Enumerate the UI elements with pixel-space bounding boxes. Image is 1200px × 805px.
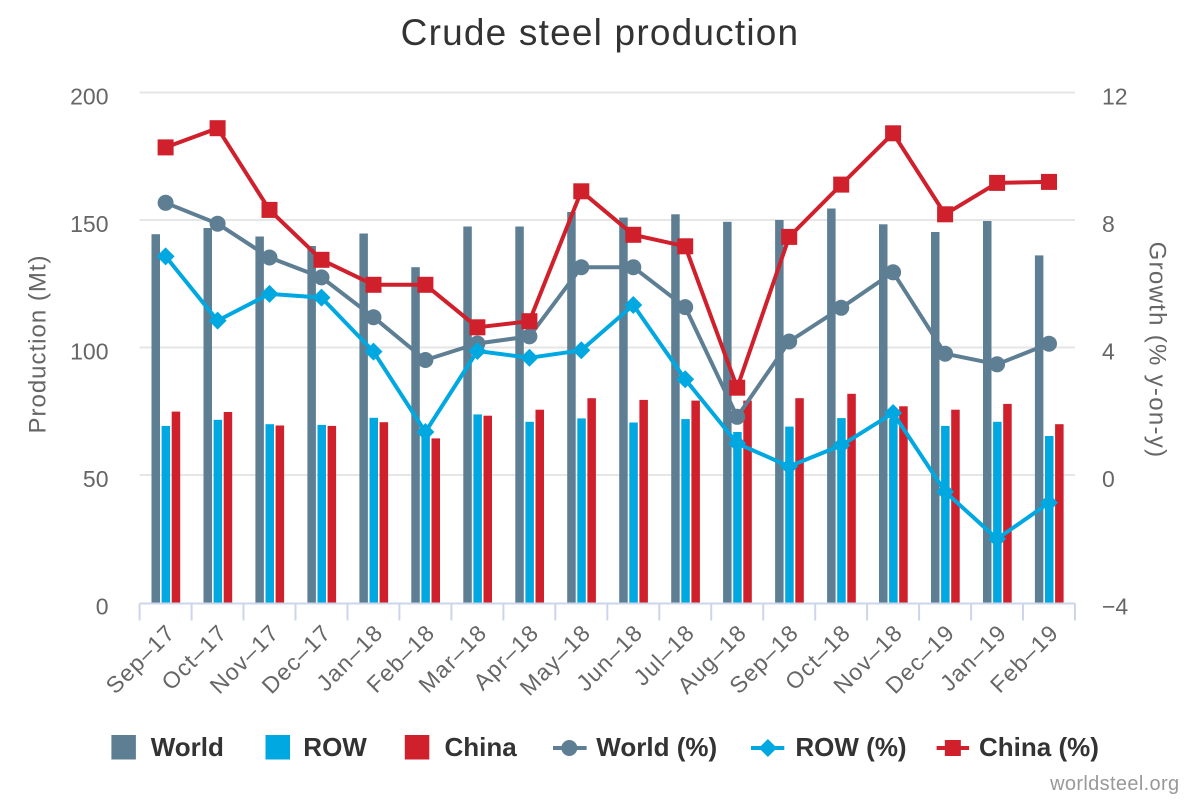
svg-text:200: 200 (70, 83, 108, 109)
svg-text:ROW (%): ROW (%) (795, 732, 906, 762)
svg-text:Crude steel production: Crude steel production (401, 12, 800, 53)
svg-text:150: 150 (70, 211, 108, 237)
svg-text:4: 4 (1102, 338, 1115, 364)
svg-text:Growth (% y-on-y): Growth (% y-on-y) (1144, 242, 1171, 459)
svg-text:World: World (151, 732, 224, 762)
svg-text:−4: −4 (1102, 593, 1128, 619)
svg-text:8: 8 (1102, 211, 1115, 237)
svg-text:50: 50 (83, 466, 109, 492)
svg-text:12: 12 (1102, 83, 1128, 109)
svg-text:China: China (445, 732, 518, 762)
svg-text:ROW: ROW (303, 732, 367, 762)
svg-text:0: 0 (1102, 466, 1115, 492)
svg-text:worldsteel.org: worldsteel.org (1049, 773, 1179, 795)
svg-text:China (%): China (%) (979, 732, 1099, 762)
svg-text:100: 100 (70, 338, 108, 364)
svg-text:Production (Mt): Production (Mt) (25, 254, 52, 433)
svg-text:0: 0 (96, 593, 109, 619)
svg-text:World (%): World (%) (596, 732, 717, 762)
